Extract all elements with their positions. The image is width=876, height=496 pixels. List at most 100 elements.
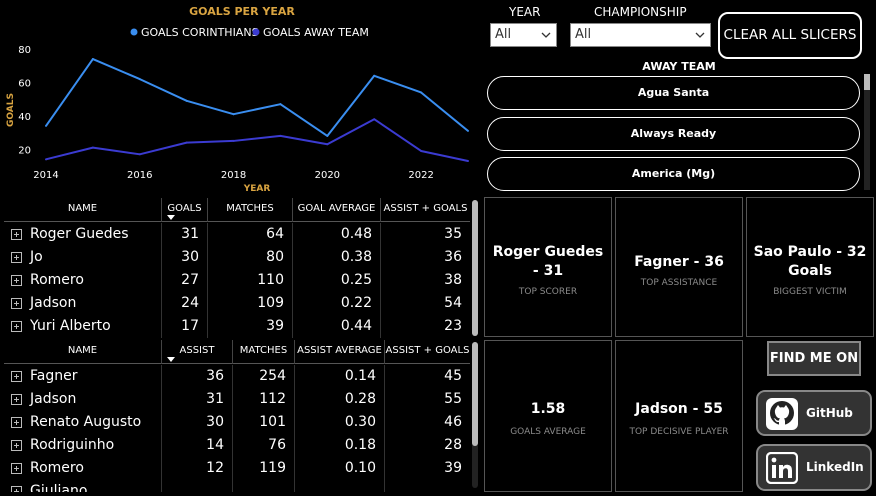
expand-plus-icon[interactable] (11, 275, 22, 286)
cell-value: 109 (208, 292, 293, 315)
goals-per-year-chart: GOALS PER YEAR GOALS CORINTHIANS GOALS A… (4, 2, 480, 194)
expand-plus-icon[interactable] (11, 417, 22, 428)
scrollbar-thumb[interactable] (472, 342, 478, 446)
cell-value: 0.44 (293, 315, 381, 338)
cell-value: 80 (208, 246, 293, 269)
cell-value: 30 (162, 246, 208, 269)
table-row[interactable]: Fagner 36 254 0.14 45 (4, 365, 470, 388)
cell-value: 23 (444, 318, 462, 334)
data-point[interactable] (420, 91, 423, 94)
data-point[interactable] (467, 129, 469, 132)
table-scrollbar[interactable] (472, 200, 478, 336)
table-row[interactable]: Romero 27 110 0.25 38 (4, 269, 470, 292)
cell-value (233, 480, 295, 492)
top-assists-table[interactable]: NAME ASSIST MATCHES ASSIST AVERAGE ASSIS… (4, 340, 480, 492)
column-header-assist[interactable]: ASSIST (162, 340, 233, 364)
table-row[interactable]: Roger Guedes 31 64 0.48 35 (4, 223, 470, 246)
scrollbar-thumb[interactable] (472, 200, 478, 336)
column-header-matches[interactable]: MATCHES (208, 198, 293, 222)
table-scrollbar[interactable] (472, 342, 478, 488)
column-header-goals[interactable]: GOALS (162, 198, 208, 222)
data-point[interactable] (326, 143, 329, 146)
expand-plus-icon[interactable] (11, 371, 22, 382)
data-point[interactable] (91, 146, 94, 149)
cell-value: 119 (233, 457, 295, 480)
column-header-assist-goals[interactable]: ASSIST + GOALS (383, 203, 468, 214)
cell-value: 30 (162, 411, 233, 434)
series-line-away-team[interactable] (45, 118, 469, 162)
championship-dropdown-value: All (575, 27, 592, 42)
table-row[interactable]: Jo 30 80 0.38 36 (4, 246, 470, 269)
table-row[interactable]: Jadson 31 112 0.28 55 (4, 388, 470, 411)
data-point[interactable] (373, 74, 376, 77)
scrollbar-thumb[interactable] (864, 74, 870, 90)
expand-plus-icon[interactable] (11, 486, 22, 492)
data-point[interactable] (373, 118, 376, 121)
away-team-scrollbar[interactable] (864, 74, 870, 190)
top-scorer-card: Roger Guedes - 31 TOP SCORER (484, 197, 612, 337)
data-point[interactable] (232, 139, 235, 142)
cell-value: 55 (444, 391, 462, 407)
away-team-option[interactable]: America (Mg) (487, 157, 860, 191)
cell-value (385, 480, 470, 492)
column-header-assist-goals[interactable]: ASSIST + GOALS (385, 345, 470, 356)
column-header-goal-average[interactable]: GOAL AVERAGE (293, 198, 381, 222)
cell-value: 0.48 (293, 223, 381, 246)
data-point[interactable] (185, 99, 188, 102)
data-point[interactable] (45, 158, 47, 161)
expand-plus-icon[interactable] (11, 229, 22, 240)
data-point[interactable] (45, 124, 47, 127)
table-row[interactable]: Giuliano (4, 480, 470, 492)
year-dropdown[interactable]: All (490, 23, 557, 47)
chevron-down-icon (695, 32, 705, 38)
series-lines (45, 58, 469, 162)
expand-plus-icon[interactable] (11, 394, 22, 405)
cell-value: 24 (162, 292, 208, 315)
data-point[interactable] (467, 159, 469, 162)
away-team-option[interactable]: Always Ready (487, 117, 860, 151)
column-header-assist-average[interactable]: ASSIST AVERAGE (295, 340, 385, 364)
github-button[interactable]: GitHub (756, 390, 872, 436)
top-scorers-table[interactable]: NAME GOALS MATCHES GOAL AVERAGE ASSIST +… (4, 198, 480, 340)
cell-name: Giuliano (4, 480, 162, 492)
expand-plus-icon[interactable] (11, 252, 22, 263)
cell-name: Jadson (4, 292, 162, 315)
table-row[interactable]: Jadson 24 109 0.22 54 (4, 292, 470, 315)
data-point[interactable] (91, 58, 94, 61)
data-point[interactable] (279, 103, 282, 106)
expand-plus-icon[interactable] (11, 440, 22, 451)
clear-all-slicers-button[interactable]: CLEAR ALL SLICERS (718, 12, 862, 59)
cell-value: 46 (444, 414, 462, 430)
x-tick-label: 2020 (315, 170, 340, 181)
data-point[interactable] (326, 134, 329, 137)
table-row[interactable]: Rodriguinho 14 76 0.18 28 (4, 434, 470, 457)
linkedin-button[interactable]: LinkedIn (756, 444, 872, 491)
y-tick-label: 60 (18, 78, 31, 89)
data-point[interactable] (185, 141, 188, 144)
expand-plus-icon[interactable] (11, 321, 22, 332)
goals-average-card: 1.58 GOALS AVERAGE (484, 340, 612, 492)
cell-name: Jo (4, 246, 162, 269)
data-point[interactable] (279, 134, 282, 137)
data-point[interactable] (420, 149, 423, 152)
cell-value: 0.28 (295, 388, 385, 411)
away-team-option[interactable]: Agua Santa (487, 76, 860, 110)
column-header-name[interactable]: NAME (4, 340, 162, 364)
expand-plus-icon[interactable] (11, 298, 22, 309)
data-point[interactable] (232, 113, 235, 116)
data-point[interactable] (138, 78, 141, 81)
cell-name: Yuri Alberto (4, 315, 162, 338)
cell-value: 254 (233, 365, 295, 388)
table-row[interactable]: Romero 12 119 0.10 39 (4, 457, 470, 480)
table-row[interactable]: Renato Augusto 30 101 0.30 46 (4, 411, 470, 434)
series-line-corinthians[interactable] (45, 58, 469, 137)
x-tick-label: 2018 (221, 170, 246, 181)
legend-marker-away-team (252, 28, 260, 36)
column-header-matches[interactable]: MATCHES (233, 340, 295, 364)
y-tick-label: 40 (18, 112, 31, 123)
table-row[interactable]: Yuri Alberto 17 39 0.44 23 (4, 315, 470, 338)
championship-dropdown[interactable]: All (570, 23, 711, 47)
data-point[interactable] (138, 153, 141, 156)
column-header-name[interactable]: NAME (4, 198, 162, 222)
expand-plus-icon[interactable] (11, 463, 22, 474)
